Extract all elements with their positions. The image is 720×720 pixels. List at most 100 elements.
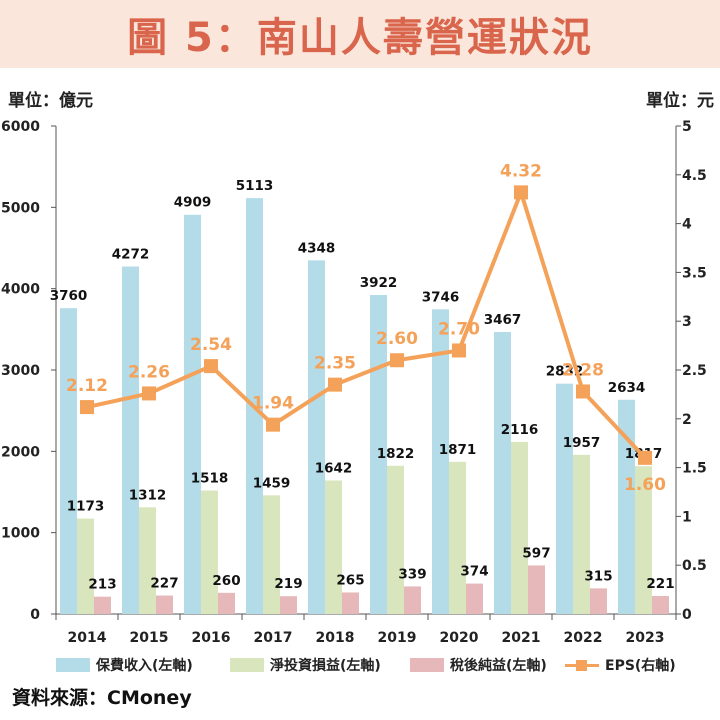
x-tick-label: 2023 [626, 630, 665, 646]
right-tick-label: 5 [682, 119, 692, 135]
bar-label-investment: 1871 [439, 442, 477, 458]
left-axis-unit: 單位：億元 [8, 91, 93, 111]
bar-investment [77, 518, 94, 614]
bar-investment [449, 461, 466, 614]
bar-net-income [404, 586, 421, 614]
page-title: 圖 5：南山人壽營運狀況 [127, 15, 593, 61]
right-tick-label: 3.5 [682, 265, 707, 281]
bar-net-income [528, 565, 545, 614]
bar-investment [325, 480, 342, 614]
left-tick-label: 1000 [1, 526, 40, 542]
bar-premium [122, 266, 139, 614]
bar-label-premium: 3922 [360, 275, 398, 291]
bar-label-premium: 4348 [298, 240, 336, 256]
right-tick-label: 2 [682, 412, 692, 428]
bar-premium [370, 295, 387, 614]
left-tick-label: 0 [30, 607, 40, 623]
eps-marker [514, 185, 528, 200]
left-tick-label: 6000 [1, 119, 40, 135]
bar-label-premium: 2634 [608, 380, 646, 396]
right-tick-label: 0.5 [682, 558, 707, 574]
left-tick-label: 3000 [1, 363, 40, 379]
x-tick-label: 2015 [130, 630, 169, 646]
legend-swatch-investment [230, 658, 264, 672]
bar-label-investment: 1173 [67, 499, 105, 515]
legend-label-premium: 保費收入(左軸) [96, 658, 193, 674]
eps-label: 2.28 [562, 360, 604, 380]
eps-label: 2.60 [376, 329, 418, 349]
bar-investment [573, 454, 590, 614]
right-tick-label: 4.5 [682, 168, 707, 184]
eps-marker [638, 450, 652, 465]
eps-label: 2.12 [66, 376, 108, 396]
bar-premium [60, 308, 77, 614]
bar-label-investment: 1312 [129, 487, 167, 503]
bar-label-premium: 3760 [50, 288, 88, 304]
left-tick-label: 5000 [1, 200, 40, 216]
bar-label-investment: 1642 [315, 460, 353, 476]
x-tick-label: 2020 [440, 630, 479, 646]
bar-net-income [466, 583, 483, 614]
eps-marker [142, 386, 156, 401]
bar-label-net-income: 221 [646, 576, 674, 592]
bar-label-net-income: 219 [274, 576, 302, 592]
right-axis-unit: 單位：元 [646, 91, 714, 111]
eps-label: 4.32 [500, 161, 542, 181]
eps-marker [80, 400, 94, 415]
x-tick-label: 2021 [502, 630, 541, 646]
bar-premium [556, 383, 573, 614]
bar-net-income [590, 588, 607, 614]
bar-premium [618, 399, 635, 614]
bar-label-net-income: 227 [150, 576, 178, 592]
left-tick-label: 2000 [1, 444, 40, 460]
bar-label-premium: 4272 [112, 247, 150, 263]
bar-net-income [342, 592, 359, 614]
bar-net-income [156, 595, 173, 614]
right-tick-label: 2.5 [682, 363, 707, 379]
bar-label-premium: 3467 [484, 312, 522, 328]
bar-label-investment: 2116 [501, 422, 539, 438]
right-tick-label: 3 [682, 314, 692, 330]
bar-label-premium: 5113 [236, 178, 274, 194]
source-note: 資料來源：CMoney [12, 687, 192, 709]
x-tick-label: 2022 [564, 630, 603, 646]
bar-label-net-income: 265 [336, 572, 364, 588]
bar-investment [263, 495, 280, 614]
legend-swatch-premium [56, 658, 90, 672]
x-tick-label: 2016 [192, 630, 231, 646]
right-tick-label: 1 [682, 509, 692, 525]
bar-label-net-income: 374 [460, 564, 488, 580]
eps-label: 2.35 [314, 354, 356, 374]
right-tick-label: 4 [682, 217, 692, 233]
x-tick-label: 2017 [254, 630, 293, 646]
bar-investment [635, 466, 652, 614]
x-tick-label: 2018 [316, 630, 355, 646]
eps-label: 2.70 [438, 319, 480, 339]
legend-label-investment: 淨投資損益(左軸) [270, 658, 381, 674]
eps-marker [452, 343, 466, 358]
legend-label-eps: EPS(右軸) [605, 658, 676, 674]
bar-investment [139, 507, 156, 614]
eps-line [86, 190, 647, 460]
bar-premium [494, 332, 511, 614]
right-tick-label: 0 [682, 607, 692, 623]
x-tick-label: 2019 [378, 630, 417, 646]
bar-net-income [218, 592, 235, 614]
bar-premium [432, 309, 449, 614]
bar-label-net-income: 339 [398, 566, 426, 582]
right-tick-label: 1.5 [682, 461, 707, 477]
eps-marker [576, 384, 590, 399]
bar-label-premium: 4909 [174, 195, 212, 211]
legend-item-net-income: 稅後純益(左軸) [410, 655, 547, 675]
eps-marker [204, 359, 218, 374]
bar-label-investment: 1822 [377, 446, 415, 462]
bar-label-investment: 1518 [191, 471, 229, 487]
bar-label-net-income: 315 [584, 568, 612, 584]
legend-item-eps: EPS(右軸) [565, 655, 676, 675]
title-banner: 圖 5：南山人壽營運狀況 [0, 0, 720, 68]
bar-label-net-income: 597 [522, 545, 550, 561]
bar-net-income [280, 596, 297, 614]
bar-investment [387, 465, 404, 614]
bar-label-premium: 3746 [422, 289, 460, 305]
